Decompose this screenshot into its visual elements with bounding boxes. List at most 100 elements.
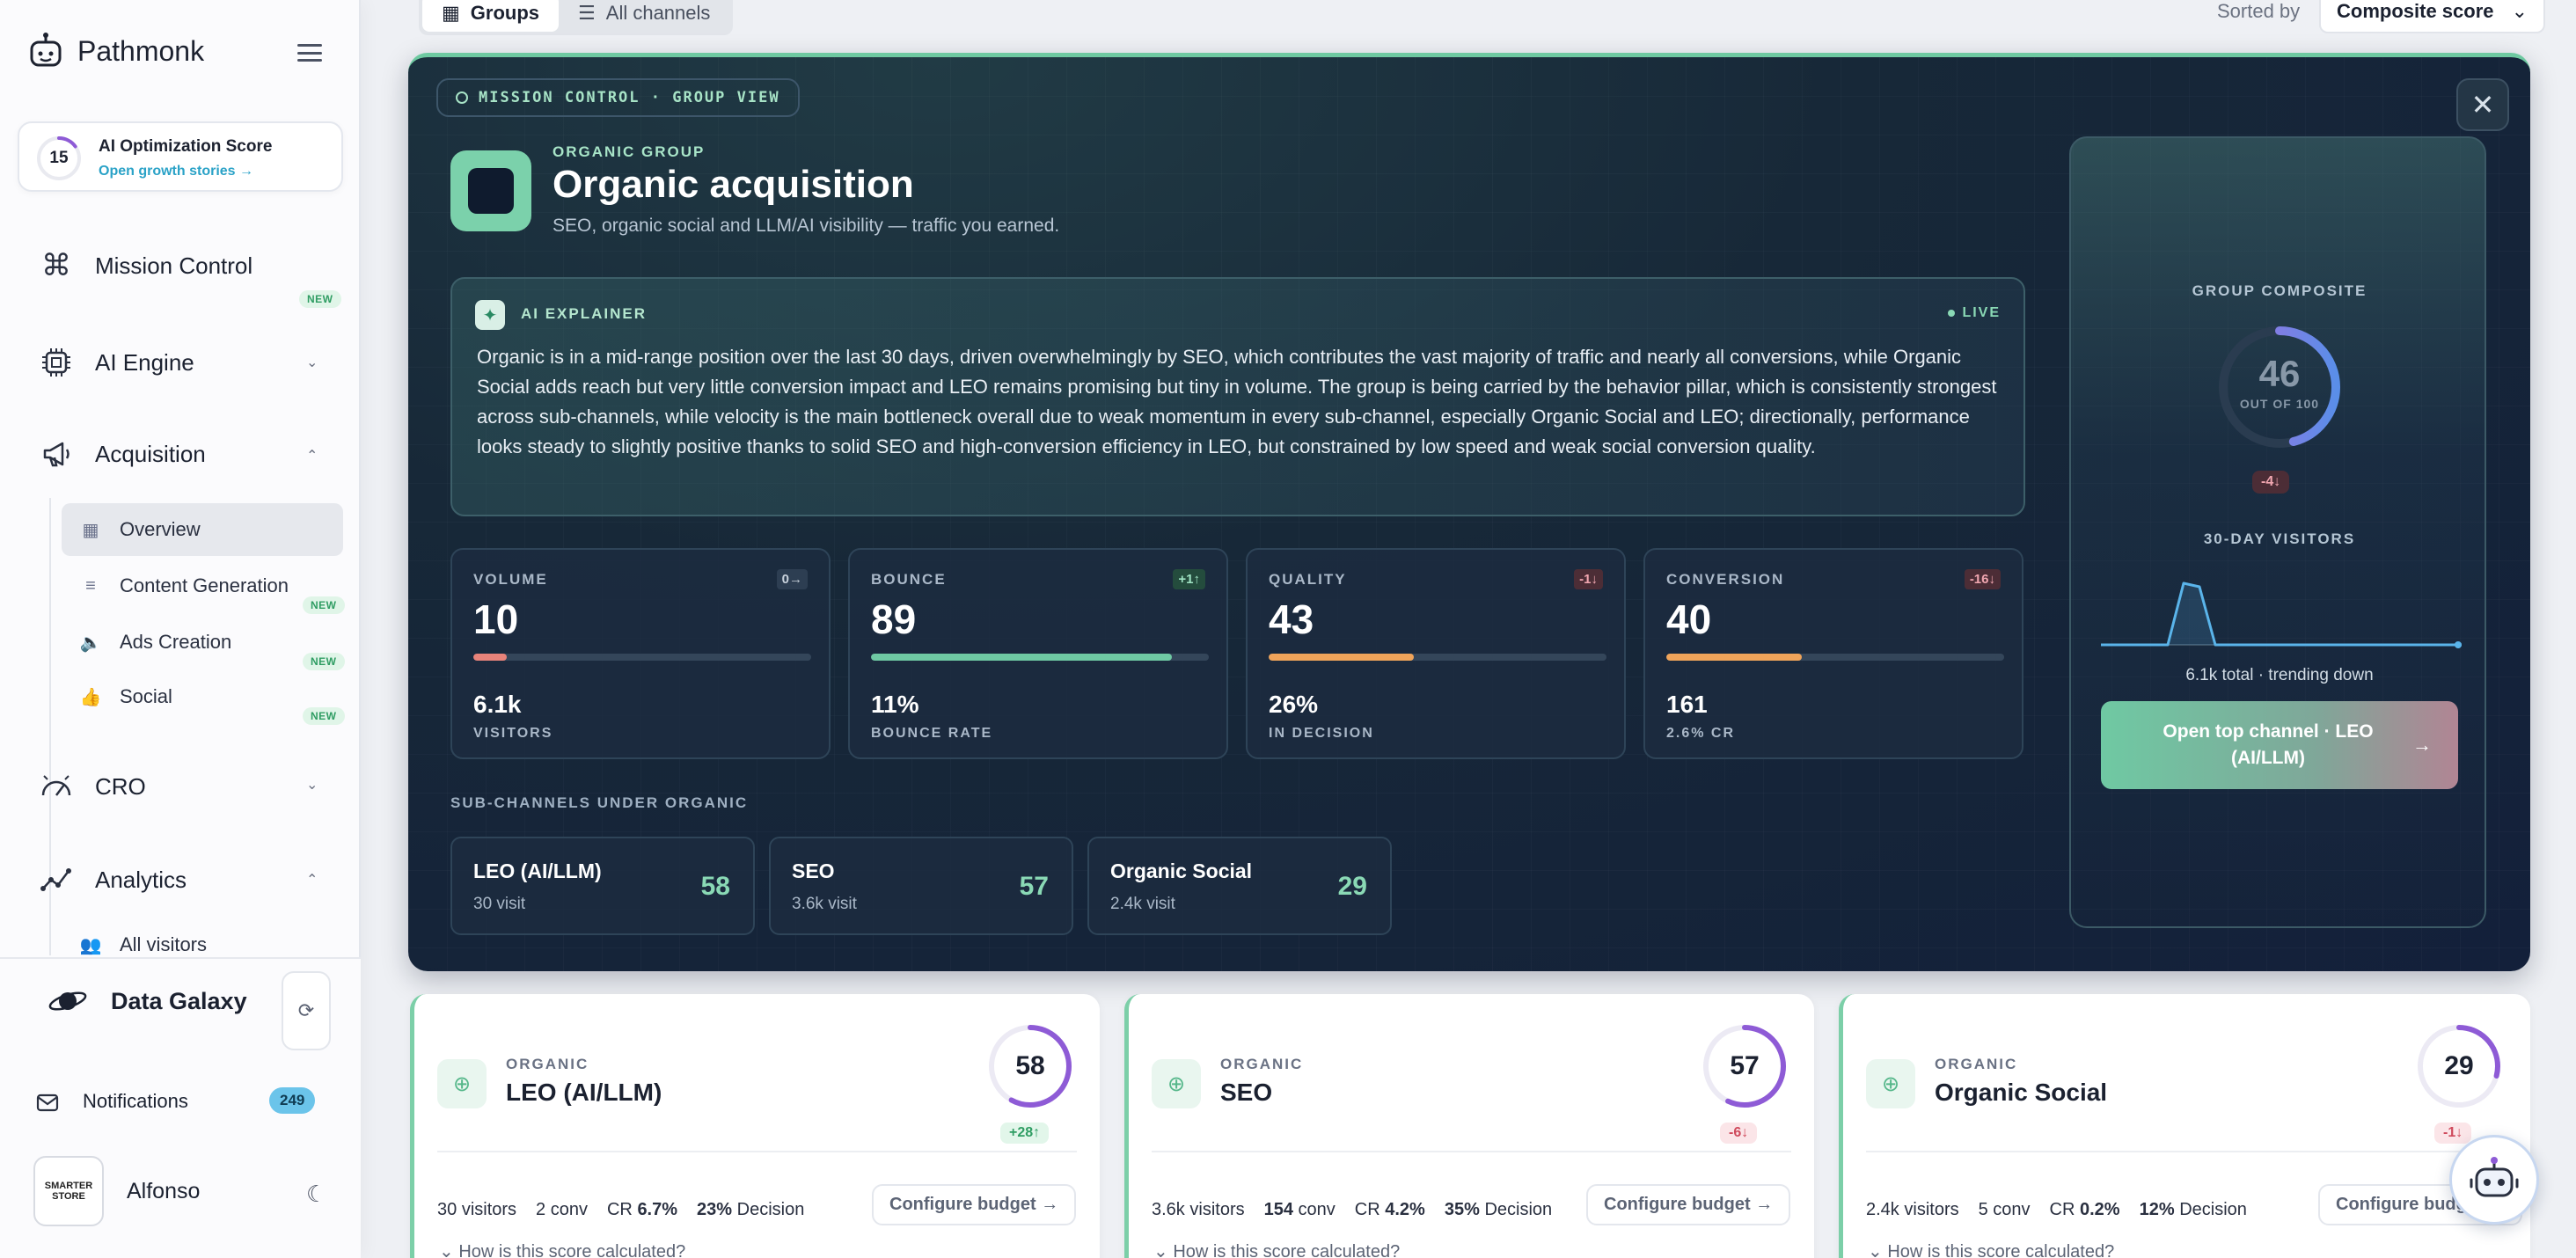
metric-sub-value: 11% — [871, 691, 919, 718]
metric-quality: QUALITY -1↓ 43 26% IN DECISION — [1246, 548, 1626, 759]
tab-label: Groups — [470, 2, 540, 24]
stat-decision: 12% — [2139, 1200, 2175, 1219]
sub-item-overview[interactable]: ▦ Overview — [62, 503, 343, 556]
speaker-icon: 🔈 — [79, 633, 102, 653]
metric-sub-label: IN DECISION — [1269, 726, 1374, 741]
score-value: 15 — [49, 149, 69, 167]
subchannel-card-seo[interactable]: SEO 3.6k visit 57 — [769, 837, 1073, 935]
metric-value: 10 — [473, 596, 519, 642]
mission-control-chip: MISSION CONTROL · GROUP VIEW — [436, 78, 800, 117]
channel-card-organic-social[interactable]: ⊕ ORGANIC Organic Social 29 -1↓ 2.4k vis… — [1839, 994, 2530, 1258]
metric-value: 43 — [1269, 596, 1314, 642]
how-calculated-toggle[interactable]: ⌄ How is this score calculated? — [439, 1240, 685, 1258]
channel-card-seo[interactable]: ⊕ ORGANIC SEO 57 -6↓ 3.6k visitors 154 c… — [1124, 994, 1814, 1258]
nav-label: Analytics — [95, 866, 187, 893]
assistant-bot-button[interactable] — [2449, 1135, 2539, 1225]
stat-label: Decision — [1484, 1200, 1553, 1219]
group-title: Organic acquisition — [553, 163, 914, 206]
notifications-link[interactable]: Notifications — [35, 1089, 188, 1114]
notifications-label: Notifications — [83, 1090, 188, 1112]
card-delta: +28↑ — [1000, 1123, 1050, 1144]
stat-label: CR — [2049, 1200, 2075, 1219]
subchannel-card-organic-social[interactable]: Organic Social 2.4k visit 29 — [1087, 837, 1392, 935]
configure-budget-button[interactable]: Configure budget → — [1586, 1184, 1791, 1225]
avatar: SMARTER STORE — [33, 1156, 104, 1226]
metric-label: BOUNCE — [871, 571, 947, 588]
configure-budget-button[interactable]: Configure budget → — [872, 1184, 1077, 1225]
list-icon: ☰ — [578, 2, 596, 24]
pathmonk-logo-icon — [30, 33, 62, 67]
card-stats: 3.6k visitors 154 conv CR 4.2% 35% Decis… — [1152, 1200, 1552, 1220]
chevron-down-icon[interactable]: ⌄ — [306, 355, 318, 370]
tab-all-channels[interactable]: ☰ All channels — [559, 0, 729, 32]
card-title: Organic Social — [1935, 1079, 2108, 1106]
arrow-right-icon: → — [2412, 734, 2432, 756]
nav-label: Mission Control — [95, 252, 253, 279]
subchannel-card-leo[interactable]: LEO (AI/LLM) 30 visit 58 — [450, 837, 755, 935]
stat-visitors: 3.6k — [1152, 1200, 1185, 1219]
live-label: LIVE — [1962, 305, 2001, 320]
ai-optimization-score-card[interactable]: 15 AI Optimization Score Open growth sto… — [18, 121, 343, 192]
card-stats: 30 visitors 2 conv CR 6.7% 23% Decision — [437, 1200, 804, 1220]
gauge-icon — [39, 769, 74, 804]
new-badge: NEW — [303, 653, 345, 670]
chevron-up-icon[interactable]: ⌃ — [306, 449, 318, 464]
explainer-label: AI EXPLAINER — [521, 305, 648, 322]
brand[interactable]: Pathmonk — [26, 32, 204, 70]
data-galaxy-link[interactable]: Data Galaxy — [48, 985, 247, 1017]
open-growth-stories-link[interactable]: Open growth stories → — [99, 164, 254, 179]
command-icon: ⌘ — [41, 249, 71, 282]
sparkle-icon: ✦ — [475, 300, 505, 330]
nav-ai-engine[interactable]: AI Engine — [39, 345, 194, 380]
close-button[interactable]: ✕ — [2456, 78, 2509, 131]
subchannel-score: 57 — [1019, 872, 1049, 901]
crosshair-icon: ⊕ — [1866, 1059, 1915, 1108]
user-profile[interactable]: SMARTER STORE Alfonso — [33, 1156, 200, 1226]
avatar-text: SMARTER — [44, 1181, 93, 1191]
sub-item-all-visitors[interactable]: 👥 All visitors — [62, 927, 343, 962]
metric-bar — [473, 654, 811, 661]
chevron-up-icon[interactable]: ⌃ — [306, 873, 318, 888]
metric-conversion: CONVERSION -16↓ 40 161 2.6% CR — [1643, 548, 2023, 759]
nav-acquisition[interactable]: Acquisition — [39, 436, 206, 472]
card-delta: -6↓ — [1720, 1123, 1758, 1144]
subchannel-visits: 2.4k visit — [1110, 895, 1175, 913]
open-top-channel-button[interactable]: Open top channel · LEO (AI/LLM) → — [2101, 701, 2458, 789]
sub-item-content-generation[interactable]: ≡ Content Generation — [62, 560, 343, 612]
tab-groups[interactable]: ▦ Groups — [422, 0, 560, 32]
thumbs-up-icon: 👍 — [79, 687, 102, 707]
sidebar: Pathmonk 15 AI Optimization Score Open g… — [0, 0, 361, 1258]
stat-cr: 0.2% — [2080, 1200, 2120, 1219]
menu-toggle-icon[interactable] — [297, 44, 322, 62]
group-icon — [450, 150, 531, 231]
how-calculated-toggle[interactable]: ⌄ How is this score calculated? — [1868, 1240, 2114, 1258]
card-stats: 2.4k visitors 5 conv CR 0.2% 12% Decisio… — [1866, 1200, 2247, 1220]
moon-icon[interactable]: ☾ — [306, 1181, 327, 1207]
metric-sub-value: 6.1k — [473, 691, 522, 718]
sub-item-label: All visitors — [120, 933, 208, 955]
close-icon: ✕ — [2470, 89, 2495, 121]
stat-label: conv — [550, 1200, 588, 1219]
data-galaxy-label: Data Galaxy — [111, 987, 247, 1014]
submenu-line — [49, 498, 51, 955]
chevron-down-icon[interactable]: ⌄ — [306, 778, 318, 793]
sub-item-social[interactable]: 👍 Social — [62, 670, 343, 723]
nav-mission-control[interactable]: ⌘ Mission Control — [39, 248, 252, 283]
how-calculated-toggle[interactable]: ⌄ How is this score calculated? — [1153, 1240, 1400, 1258]
channel-card-leo[interactable]: ⊕ ORGANIC LEO (AI/LLM) 58 +28↑ 30 visito… — [410, 994, 1100, 1258]
sort-select[interactable]: Composite score ⌄ — [2319, 0, 2546, 33]
sub-item-label: Overview — [120, 518, 201, 540]
notifications-count-badge: 249 — [269, 1087, 316, 1114]
refresh-button[interactable]: ⟳ — [282, 971, 331, 1050]
chip-icon — [39, 345, 74, 380]
nav-cro[interactable]: CRO — [39, 769, 146, 804]
stat-label: conv — [1298, 1200, 1336, 1219]
sub-item-ads-creation[interactable]: 🔈 Ads Creation — [62, 616, 343, 669]
robot-icon — [2470, 1157, 2519, 1197]
chevron-down-icon: ⌄ — [2511, 0, 2528, 22]
stat-label: visitors — [1904, 1200, 1959, 1219]
nav-analytics[interactable]: Analytics — [39, 862, 187, 897]
grid-icon: ▦ — [442, 2, 460, 24]
subchannel-score: 58 — [700, 872, 730, 901]
card-title: SEO — [1220, 1079, 1273, 1106]
